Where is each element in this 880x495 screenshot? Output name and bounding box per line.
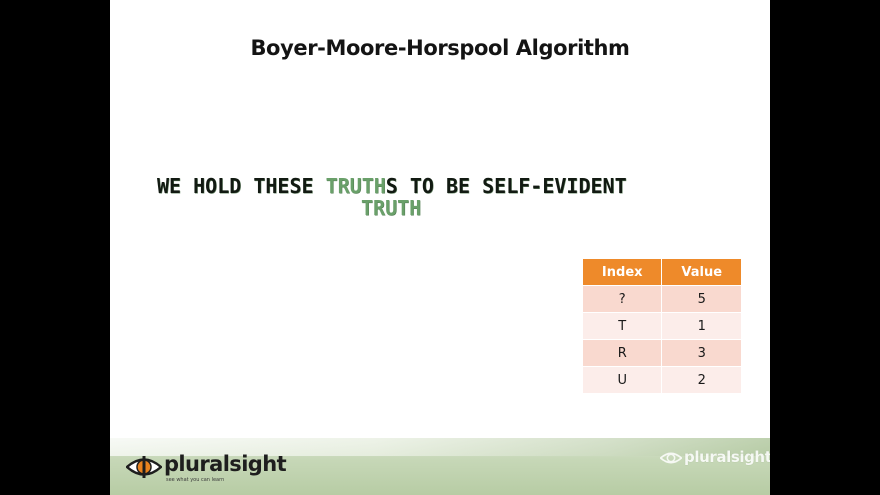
shift-table-value-cell: 3 (661, 339, 742, 367)
shift-table-index-cell: ? (581, 285, 663, 313)
text-after-match: S TO BE SELF-EVIDENT (385, 174, 627, 198)
shift-table-row: U 2 (581, 366, 742, 394)
shift-table-index-cell: R (581, 339, 663, 367)
search-text: WE HOLD THESE TRUTHS TO BE SELF-EVIDENT (157, 175, 627, 197)
shift-table-row: ? 5 (581, 285, 742, 313)
watermark-eye-icon (660, 452, 682, 464)
shift-table-row: R 3 (581, 339, 742, 367)
shift-table-index-cell: U (581, 366, 663, 394)
shift-table-value-cell: 1 (661, 312, 742, 340)
text-match-highlight: TRUTH (325, 174, 386, 198)
pluralsight-logo: pluralsight see what you can learn (126, 450, 287, 488)
shift-table-header-row: Index Value (581, 258, 742, 286)
eye-icon (126, 456, 162, 478)
slide: Boyer-Moore-Horspool Algorithm WE HOLD T… (110, 0, 770, 495)
shift-table-value-cell: 5 (661, 285, 742, 313)
shift-table-header-index: Index (581, 258, 663, 286)
search-pattern: TRUTH (361, 196, 422, 220)
shift-table-value-cell: 2 (661, 366, 742, 394)
shift-table-row: T 1 (581, 312, 742, 340)
shift-table: Index Value ? 5 T 1 R 3 U 2 (581, 258, 742, 394)
logo-tagline: see what you can learn (166, 477, 225, 483)
watermark-logo: pluralsight (658, 447, 770, 469)
slide-title: Boyer-Moore-Horspool Algorithm (250, 36, 630, 60)
shift-table-index-cell: T (581, 312, 663, 340)
shift-table-header-value: Value (661, 258, 742, 286)
slide-footer: pluralsight see what you can learn plura… (110, 438, 770, 495)
text-before-match: WE HOLD THESE (157, 174, 326, 198)
logo-wordmark: pluralsight (164, 452, 287, 476)
watermark-wordmark: pluralsight (684, 448, 770, 466)
